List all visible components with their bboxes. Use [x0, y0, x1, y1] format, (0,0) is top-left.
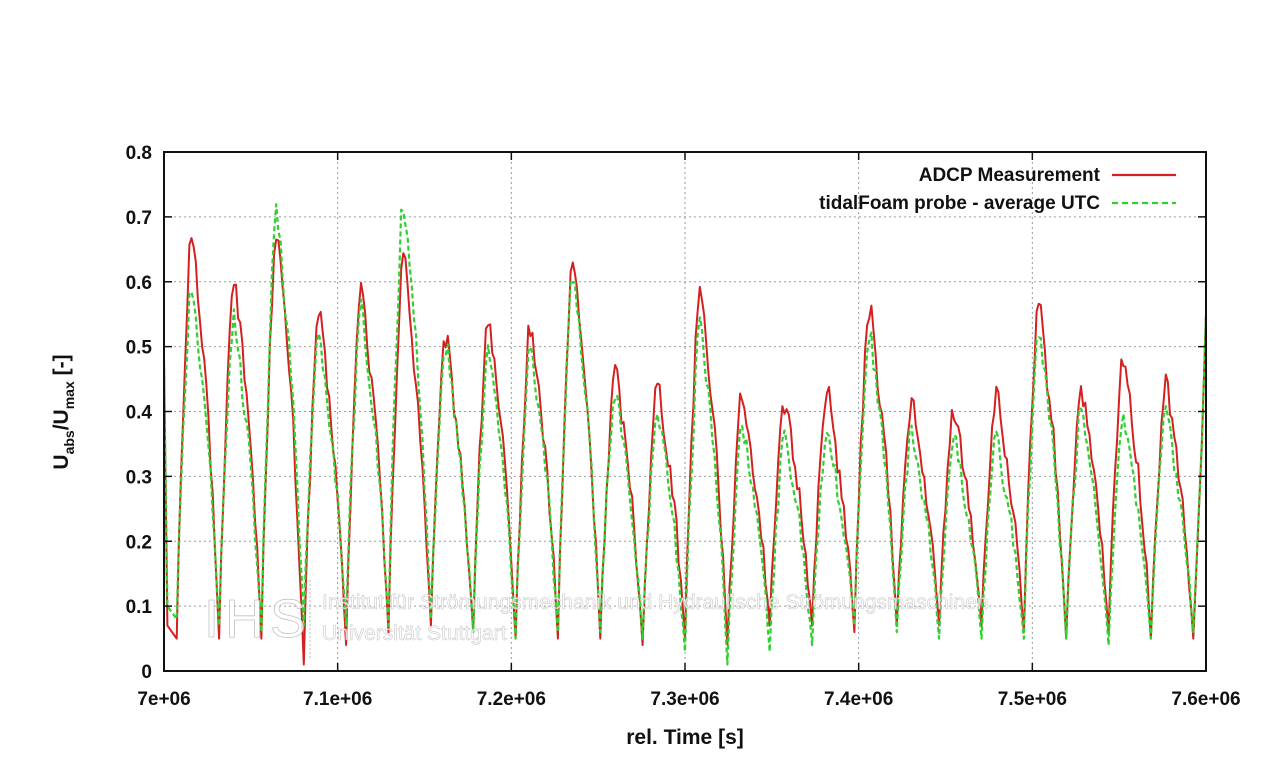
x-tick-label: 7.4e+06 [824, 689, 893, 710]
legend-label-adcp: ADCP Measurement [919, 165, 1101, 186]
y-tick-label: 0.2 [126, 532, 152, 553]
y-tick-label: 0.7 [126, 208, 152, 229]
legend: ADCP Measurement tidalFoam probe - avera… [819, 165, 1176, 214]
watermark-institute-name: Institut für Strömungsmechanik und Hydra… [322, 591, 988, 614]
y-tick-label: 0 [141, 662, 152, 683]
x-tick-label: 7.2e+06 [477, 689, 546, 710]
institute-watermark: IHS Institut für Strömungsmechanik und H… [204, 580, 989, 660]
series-line-tidalfoam [162, 203, 1208, 666]
y-tick-label: 0.5 [126, 338, 153, 359]
y-tick-label: 0.4 [126, 403, 153, 424]
y-tick-label: 0.6 [126, 273, 152, 294]
watermark-university-name: Universität Stuttgart [322, 622, 507, 645]
y-tick-label: 0.3 [126, 467, 152, 488]
x-axis-ticks: 7e+06 7.1e+06 7.2e+06 7.3e+06 7.4e+06 7.5e+06… [137, 152, 1241, 710]
x-axis-title: rel. Time [s] [626, 726, 744, 749]
y-axis-ticks: 0 0.1 0.2 0.3 0.4 0.5 0.6 0.7 0.8 [126, 143, 1206, 683]
y-tick-label: 0.8 [126, 143, 152, 164]
x-tick-label: 7.5e+06 [998, 689, 1067, 710]
x-tick-label: 7e+06 [137, 689, 190, 710]
series-layer [162, 203, 1208, 666]
ihs-logo: IHS [204, 589, 312, 649]
x-tick-label: 7.6e+06 [1171, 689, 1240, 710]
y-axis-title: Uabs/Umax [-] [50, 354, 77, 469]
x-tick-label: 7.3e+06 [650, 689, 719, 710]
legend-label-tidalfoam: tidalFoam probe - average UTC [819, 193, 1100, 214]
y-tick-label: 0.1 [126, 597, 153, 618]
x-tick-label: 7.1e+06 [303, 689, 372, 710]
